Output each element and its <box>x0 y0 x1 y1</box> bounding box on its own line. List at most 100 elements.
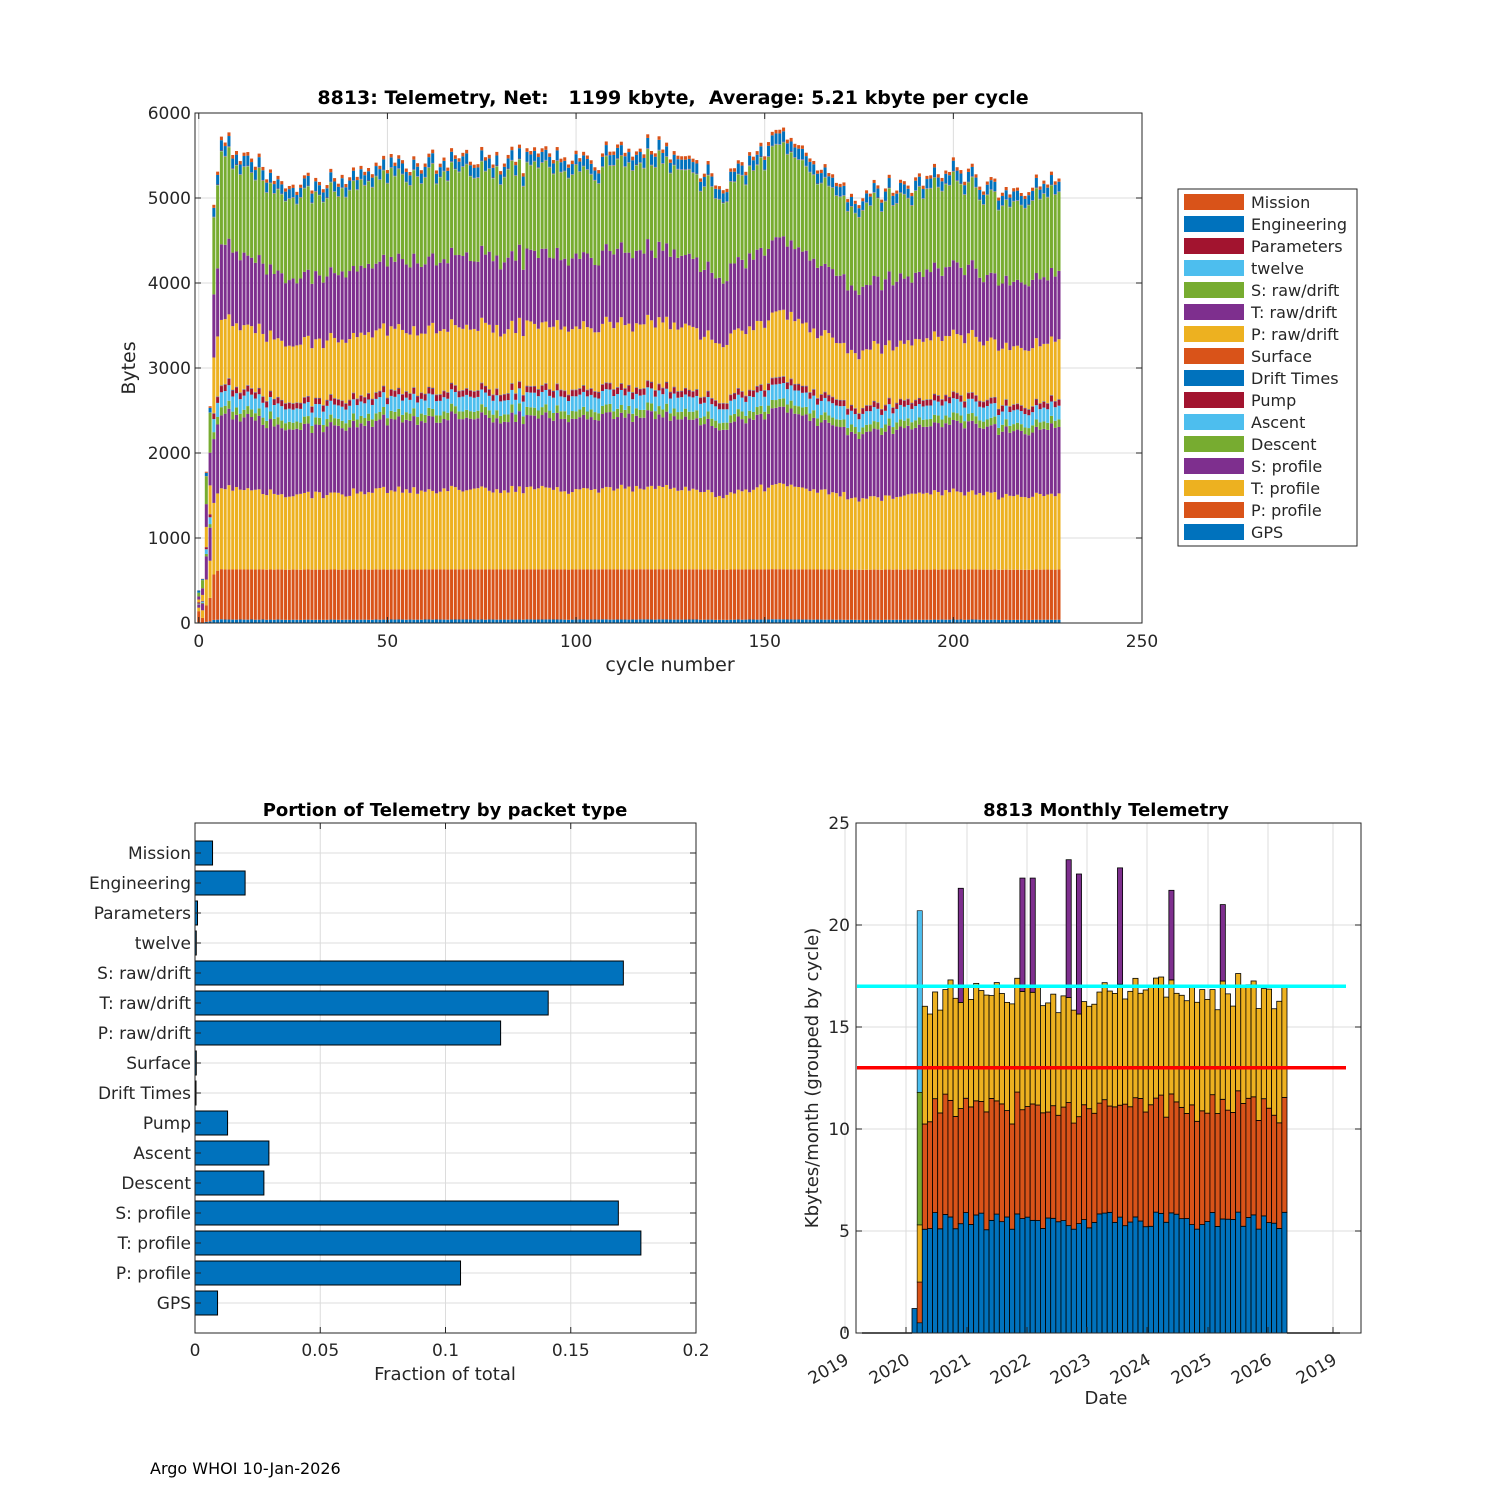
bar-segment <box>559 162 563 172</box>
bar-segment <box>853 213 857 291</box>
bar-segment <box>268 183 272 265</box>
bar-segment <box>1004 426 1008 494</box>
cycle-bar <box>1012 188 1016 623</box>
cycle-bar <box>695 160 699 623</box>
bar-segment <box>427 157 431 168</box>
bar-segment <box>680 490 684 570</box>
bar-segment <box>680 159 684 170</box>
bar-segment <box>242 409 246 418</box>
bar-segment <box>427 167 431 257</box>
bar-segment <box>434 173 438 184</box>
bar-segment <box>951 569 955 620</box>
bar-segment <box>778 619 782 623</box>
bar-segment <box>936 401 940 416</box>
bar-segment <box>974 416 978 424</box>
bar-segment <box>831 187 835 270</box>
month-bar <box>1081 1001 1088 1334</box>
bar-segment <box>506 422 510 493</box>
cycle-bar <box>434 170 438 623</box>
bar-segment <box>216 171 220 175</box>
bar-segment <box>348 271 352 340</box>
bar-segment <box>212 207 216 217</box>
bar-segment <box>1214 1113 1221 1227</box>
bar-segment <box>936 569 940 620</box>
bar-segment <box>382 159 386 170</box>
month-bar <box>1183 1000 1190 1334</box>
bar-segment <box>578 161 582 172</box>
bar-segment <box>355 427 359 494</box>
bar-segment <box>578 328 582 388</box>
bar-segment <box>865 203 869 285</box>
bar-segment <box>1049 185 1053 268</box>
bar-segment <box>348 405 352 420</box>
bar-segment <box>401 259 405 330</box>
bar-segment <box>1019 1109 1026 1219</box>
cycle-bar <box>1019 192 1023 623</box>
bar-segment <box>570 492 574 570</box>
bar-segment <box>962 1212 969 1334</box>
bar-segment <box>1034 338 1038 399</box>
bar-segment <box>329 267 333 333</box>
bar-segment <box>710 425 714 493</box>
bar-segment <box>932 1098 939 1213</box>
bar-segment <box>1245 1097 1252 1218</box>
bar-segment <box>355 569 359 620</box>
bar-segment <box>676 419 680 491</box>
bar-segment <box>962 1097 969 1213</box>
bar-segment <box>476 330 480 391</box>
bar-segment <box>287 619 291 623</box>
bar-segment <box>778 237 782 311</box>
bar-segment <box>1027 415 1031 429</box>
bar-segment <box>968 1224 975 1334</box>
bar-segment <box>495 389 499 396</box>
bar-segment <box>476 396 480 411</box>
bar-segment <box>374 176 378 264</box>
bar-segment <box>932 167 936 178</box>
bar-segment <box>287 496 291 570</box>
bar-segment <box>510 569 514 620</box>
bar-segment <box>668 159 672 163</box>
cycle-bar <box>227 132 231 623</box>
bar-segment <box>646 314 650 381</box>
bar-segment <box>1240 1225 1247 1334</box>
bar-segment <box>891 407 895 414</box>
cycle-bar <box>846 199 850 623</box>
bar-segment <box>661 619 665 623</box>
bar-segment <box>936 336 940 396</box>
bar-segment <box>589 409 593 418</box>
bar-segment <box>499 619 503 623</box>
bar-segment <box>340 188 344 272</box>
bar-segment <box>627 152 631 163</box>
bar-segment <box>973 1214 980 1334</box>
bar-segment <box>355 493 359 570</box>
bar-segment <box>453 391 457 407</box>
bar-segment <box>642 489 646 570</box>
bar-segment <box>616 417 620 489</box>
bar-segment <box>650 388 654 404</box>
cycle-bar <box>597 170 601 623</box>
bar-segment <box>272 405 276 419</box>
bar-segment <box>706 489 710 570</box>
bar-segment <box>574 390 578 397</box>
bar-segment <box>638 250 642 325</box>
month-bar <box>998 993 1005 1334</box>
bar-segment <box>638 619 642 623</box>
bar-segment <box>1199 989 1206 1112</box>
bar-segment <box>476 418 480 489</box>
bar-segment <box>325 419 329 427</box>
bar-segment <box>261 417 265 425</box>
legend-swatch <box>1184 392 1244 408</box>
bar-segment <box>891 569 895 620</box>
bar-segment <box>1038 186 1042 190</box>
bar-segment <box>910 408 914 423</box>
cycle-bar <box>782 127 786 623</box>
bar-segment <box>1012 188 1016 192</box>
bar-segment <box>721 429 725 499</box>
bar-segment <box>499 269 503 337</box>
bar-segment <box>899 569 903 620</box>
bar-segment <box>246 155 250 166</box>
bar-segment <box>533 150 537 161</box>
bar-segment <box>619 145 623 155</box>
bar-segment <box>766 156 770 249</box>
bar-segment <box>544 404 548 413</box>
